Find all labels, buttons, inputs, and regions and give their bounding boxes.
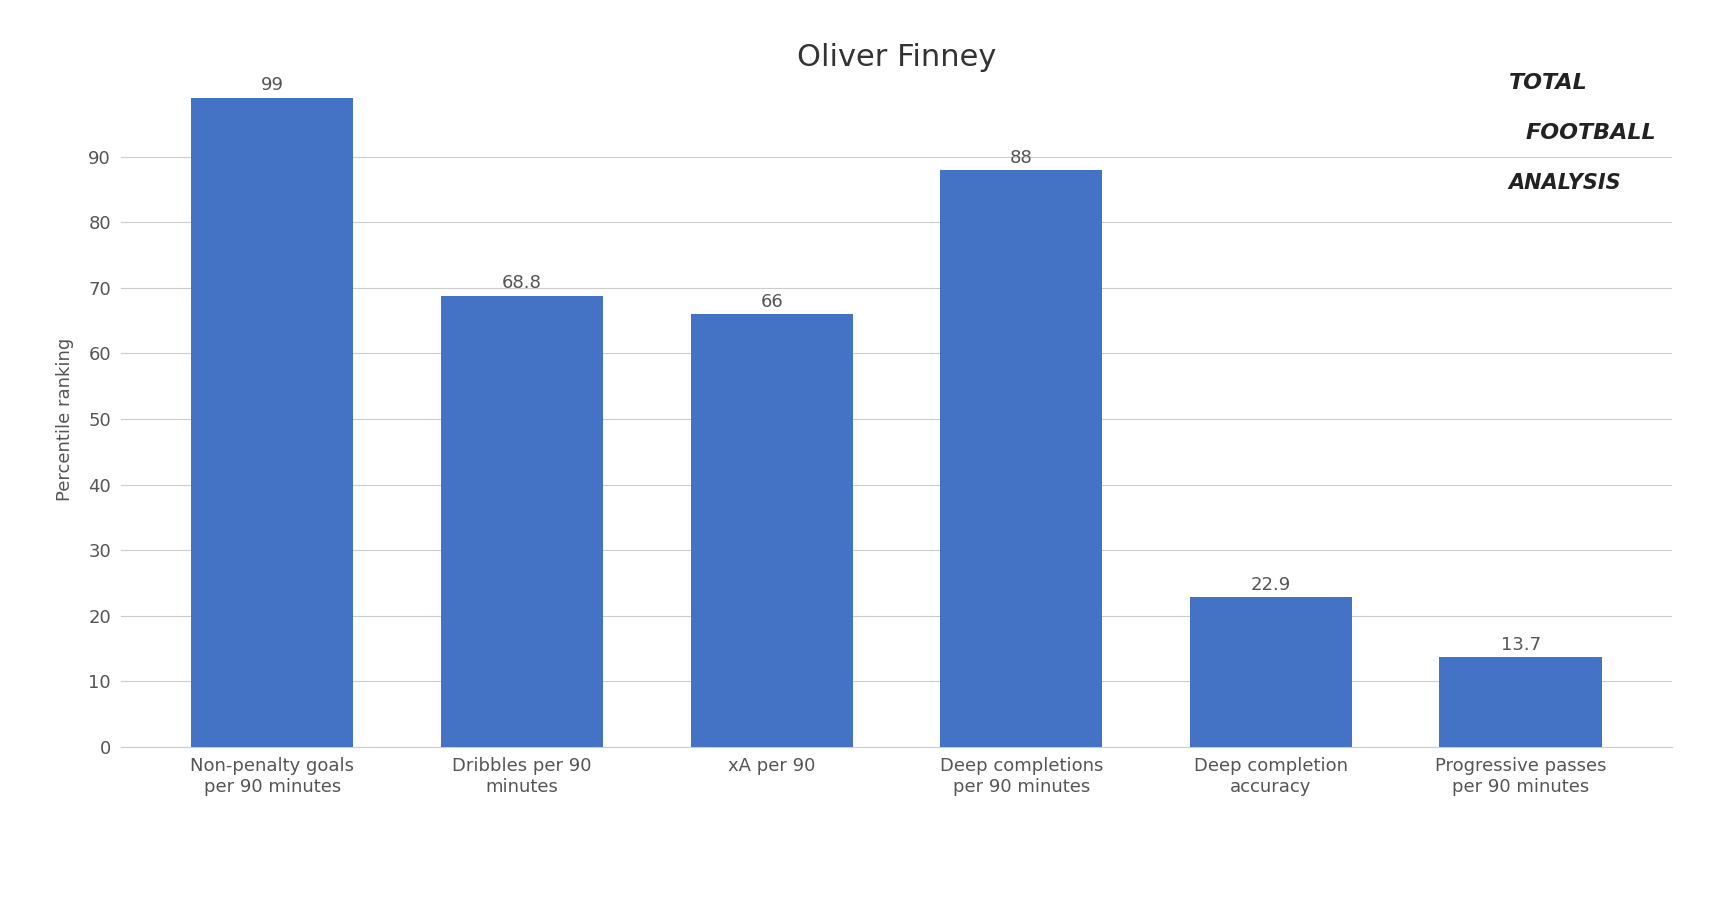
- Bar: [1439, 657, 1601, 747]
- Text: 68.8: 68.8: [501, 274, 541, 292]
- Title: Oliver Finney: Oliver Finney: [796, 43, 996, 72]
- Text: TOTAL: TOTAL: [1508, 73, 1587, 93]
- Text: 99: 99: [260, 77, 284, 95]
- Text: 66: 66: [760, 292, 782, 311]
- Bar: [691, 314, 853, 747]
- Text: FOOTBALL: FOOTBALL: [1525, 123, 1656, 143]
- Text: 22.9: 22.9: [1251, 576, 1291, 594]
- Bar: [191, 97, 353, 747]
- Text: 88: 88: [1010, 148, 1032, 167]
- Bar: [441, 296, 603, 747]
- Text: ANALYSIS: ANALYSIS: [1508, 173, 1620, 193]
- Bar: [939, 169, 1101, 747]
- Y-axis label: Percentile ranking: Percentile ranking: [57, 337, 74, 501]
- Text: 13.7: 13.7: [1499, 636, 1540, 654]
- Bar: [1189, 597, 1351, 747]
